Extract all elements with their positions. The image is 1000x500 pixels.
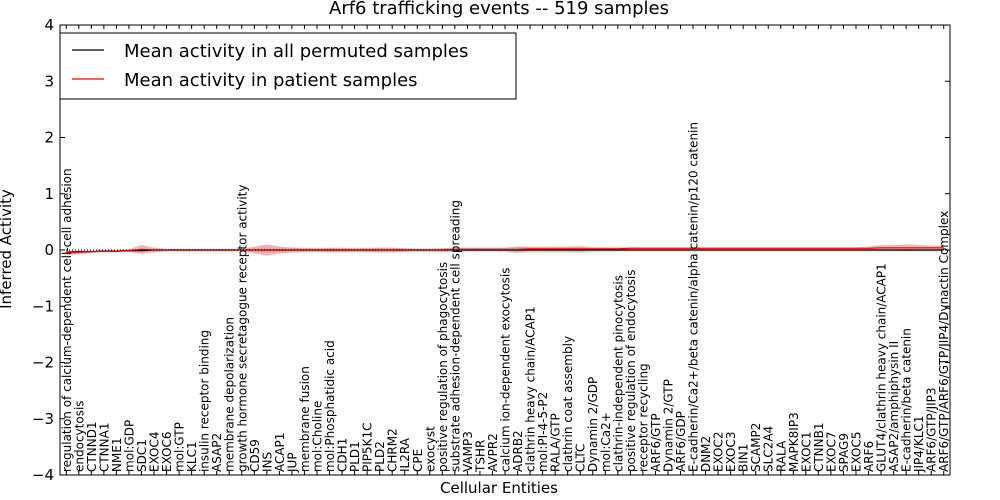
x-tick-label: CTNND1 [85,421,99,472]
x-tick-label: NME1 [110,437,124,472]
x-tick-label: JIP4/KLC1 [912,415,926,473]
y-tick-label: −3 [32,410,54,428]
x-tick-label: CD59 [248,439,262,472]
x-tick-label: insulin receptor binding [198,330,212,472]
x-tick-label: ACAP1 [273,433,287,472]
y-tick-label: −1 [32,297,54,315]
x-tick-label: RALA [774,440,788,472]
x-tick-label: ADRB2 [511,430,525,472]
legend-box [59,32,517,100]
x-tick-label: Dynamin 2/GTP [662,379,676,472]
x-tick-label: KLC1 [185,441,199,472]
x-tick-label: ARF6/GTP/JIP3 [925,387,939,472]
x-tick-label: mol:GDP [122,420,136,472]
x-tick-label: endocytosis [72,400,86,472]
x-tick-label: substrate adhesion-dependent cell spread… [448,200,462,472]
x-tick-label: CTNNB1 [812,422,826,472]
x-tick-label: growth hormone secretagogue receptor act… [235,185,249,472]
x-tick-label: mol:Choline [311,401,325,472]
x-tick-label: ARF6/GTP/ARF6/GTP/JIP4/Dynactin Complex [937,211,951,472]
x-tick-label: EXOC4 [148,431,162,472]
x-tick-label: EXOC3 [724,431,738,472]
x-tick-label: AVPR2 [486,433,500,472]
x-tick-label: mol:Phosphatidic acid [323,340,337,472]
x-tick-label: membrane depolarization [223,317,237,472]
x-tick-label: EXOC6 [160,431,174,472]
x-tick-label: RALA/GTP [549,413,563,472]
x-tick-label: Dynamin 2/GDP [586,377,600,472]
x-tick-label: ARF6 [862,441,876,472]
x-tick-label: VAMP3 [461,431,475,472]
x-tick-label: DNM2 [699,436,713,472]
x-tick-label: CPE [411,449,425,472]
x-tick-label: CDH1 [336,438,350,472]
x-tick-label: positive regulation of endocytosis [624,269,638,472]
x-tick-label: clathrin coat assembly [561,336,575,472]
x-tick-label: MAPK8IP3 [787,412,801,472]
x-tick-label: calcium ion-dependent exocytosis [499,268,513,473]
x-tick-label: EXOC7 [824,431,838,472]
x-tick-label: SLC2A4 [762,426,776,472]
x-axis-label: Cellular Entities [440,479,558,497]
x-tick-label: SPAG9 [837,433,851,472]
chart-title: Arf6 trafficking events -- 519 samples [329,0,669,19]
x-tick-label: GLUT4/clathrin heavy chain/ACAP1 [875,263,889,472]
y-tick-label: 0 [44,241,54,259]
x-tick-label: mol:GTP [173,422,187,472]
y-tick-label: 1 [44,185,54,203]
x-tick-label: EXOC1 [799,431,813,472]
y-tick-label: −4 [32,466,54,484]
x-tick-label: BIN1 [737,444,751,472]
x-tick-label: regulation of calcium-dependent cell-cel… [60,168,74,472]
x-tick-label: JUP [285,452,299,473]
y-tick-label: 2 [44,129,54,147]
x-tick-label: clathrin heavy chain/ACAP1 [524,306,538,472]
y-axis-label: Inferred Activity [0,189,15,309]
legend: Mean activity in all permuted samples Mea… [59,32,517,100]
x-tick-label: EXOC5 [850,432,864,473]
x-tick-label: E-cadherin/Ca2+/beta catenin/alpha caten… [687,122,701,472]
x-tick-label: receptor recycling [636,363,650,472]
x-tick-label: EXOC2 [712,432,726,473]
x-tick-label: PIP5K1C [361,422,375,472]
x-tick-label: mol:PI-4-5-P2 [536,392,550,472]
y-tick-label: 3 [44,72,54,90]
series-line-patient [66,247,944,254]
x-tick-label: CTNNA1 [97,423,111,473]
legend-label: Mean activity in patient samples [124,70,418,91]
x-tick-label: IL2RA [398,437,412,472]
x-tick-label: CLTC [574,444,588,472]
x-tick-label: SDC1 [135,439,149,472]
x-tick-label: TSHR [473,440,487,473]
x-tick-label: INS [260,452,274,472]
x-tick-label: CHRM2 [386,428,400,472]
x-tick-label: PLD2 [373,441,387,472]
x-tick-label: SCAMP2 [749,423,763,472]
legend-label: Mean activity in all permuted samples [124,41,468,62]
x-tick-label: ARF6/GDP [674,411,688,472]
x-tick-label: exocyst [423,426,437,472]
x-tick-label: membrane fusion [298,366,312,472]
x-tick-label: ARF6/GTP [649,413,663,472]
x-tick-label: E-cadherin/beta catenin [900,328,914,472]
x-tick-label: clathrin-independent pinocytosis [611,275,625,472]
x-tick-label: ASAP2 [210,433,224,472]
x-tick-label: positive regulation of phagocytosis [436,262,450,472]
x-tick-label: mol:Ca2+ [599,412,613,472]
x-tick-label: PLD1 [348,441,362,472]
y-tick-label: 4 [44,16,54,34]
x-tick-label: ASAP2/amphiphysin II [887,341,901,472]
y-tick-label: −2 [32,354,54,372]
